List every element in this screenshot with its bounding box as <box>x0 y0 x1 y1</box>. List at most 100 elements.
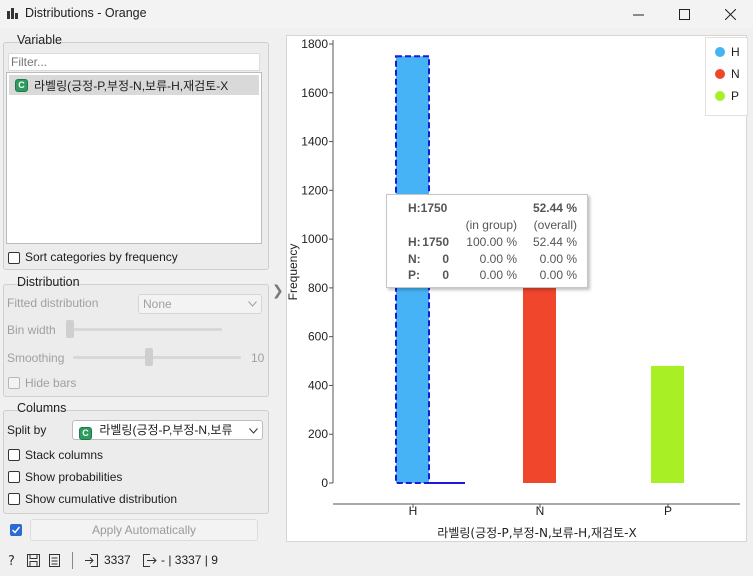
bar-p <box>651 365 684 483</box>
svg-text:?: ? <box>8 554 15 567</box>
apply-button-label: Apply Automatically <box>91 523 197 537</box>
y-tick-label: 1800 <box>301 37 328 51</box>
split-by-select[interactable]: C 라벨링(긍정-P,부정-N,보류 <box>72 420 263 440</box>
variable-group-title: Variable <box>17 33 62 47</box>
chevron-down-icon <box>248 301 257 307</box>
sort-by-frequency-label: Sort categories by frequency <box>25 250 178 264</box>
apply-button[interactable]: Apply Automatically <box>30 519 258 541</box>
input-data-icon <box>85 554 98 567</box>
smoothing-slider-track[interactable] <box>73 356 241 359</box>
stack-columns-label: Stack columns <box>25 448 104 462</box>
y-tick-label: 400 <box>308 378 328 392</box>
apply-automatically-checkbox[interactable] <box>10 524 22 536</box>
tooltip-row-label: H: <box>408 235 421 249</box>
tooltip-row-in-group: 100.00 % <box>466 235 517 249</box>
output-data-icon <box>143 554 157 567</box>
close-button[interactable] <box>707 0 753 28</box>
tooltip-in-group-header: (in group) <box>465 218 517 232</box>
y-axis-label: Frequency <box>286 244 300 301</box>
hide-bars-checkbox[interactable] <box>8 377 20 389</box>
y-tick-label: 0 <box>321 476 328 490</box>
tooltip-row-overall: 0.00 % <box>539 268 577 282</box>
title-bar: Distributions - Orange <box>0 0 753 28</box>
y-tick-label: 1200 <box>301 183 328 197</box>
variable-filter-input[interactable] <box>8 53 260 71</box>
output-summary: - | 3337 | 9 <box>161 553 218 567</box>
y-tick-label: 1600 <box>301 86 328 100</box>
legend-item-h: H <box>715 45 740 59</box>
smoothing-label: Smoothing <box>7 351 65 365</box>
show-cumulative-label: Show cumulative distribution <box>25 492 178 506</box>
bar-tooltip: H:1750 52.44 % (in group) (overall) H: 1… <box>386 194 588 288</box>
report-icon[interactable] <box>49 554 60 567</box>
maximize-button[interactable] <box>661 0 707 28</box>
x-tick-label: H <box>409 504 418 518</box>
tooltip-row-count: 0 <box>442 252 449 266</box>
tooltip-row-overall: 0.00 % <box>539 252 577 266</box>
sort-by-frequency-checkbox[interactable] <box>8 252 20 264</box>
y-tick-label: 600 <box>308 330 328 344</box>
chart-legend: H N P <box>705 37 748 116</box>
tooltip-row-in-group: 0.00 % <box>479 252 517 266</box>
tooltip-row-overall: 52.44 % <box>532 235 577 249</box>
bin-width-slider-handle[interactable] <box>66 320 74 338</box>
split-by-label: Split by <box>7 423 47 437</box>
minimize-icon <box>632 14 644 15</box>
bar-chart-app-icon <box>7 8 18 19</box>
minimize-button[interactable] <box>615 0 661 28</box>
categorical-variable-icon: C <box>15 78 28 92</box>
distribution-group-title: Distribution <box>17 275 80 289</box>
legend-label-n: N <box>731 67 740 81</box>
fitted-distribution-label: Fitted distribution <box>7 296 99 310</box>
tooltip-overall-header: (overall) <box>533 218 577 232</box>
stack-columns-checkbox[interactable] <box>8 449 20 461</box>
input-count: 3337 <box>104 553 131 567</box>
hide-bars-label: Hide bars <box>25 376 77 390</box>
window-title: Distributions - Orange <box>25 6 147 20</box>
x-axis-label: 라벨링(긍정-P,부정-N,보류-H,재검토-X <box>437 526 636 540</box>
collapse-panel-arrow-icon[interactable]: ❯ <box>272 282 284 298</box>
show-cumulative-checkbox[interactable] <box>8 493 20 505</box>
show-probabilities-label: Show probabilities <box>25 470 123 484</box>
smoothing-value: 10 <box>251 351 265 365</box>
status-bar: ? 3337 - | 3337 | 9 <box>0 548 753 572</box>
smoothing-slider-handle[interactable] <box>145 348 153 366</box>
legend-dot-n <box>715 69 725 79</box>
save-icon[interactable] <box>27 554 40 567</box>
variable-list[interactable]: C 라벨링(긍정-P,부정-N,보류-H,재검토-X <box>6 72 262 244</box>
bin-width-slider-track[interactable] <box>66 328 222 331</box>
tooltip-header-percent: 52.44 % <box>532 201 577 215</box>
y-tick-label: 1000 <box>301 232 328 246</box>
tooltip-row-label: P: <box>408 268 420 282</box>
bin-width-label: Bin width <box>7 323 56 337</box>
categorical-variable-icon: C <box>79 426 92 440</box>
chevron-down-icon <box>249 428 258 434</box>
columns-group-title: Columns <box>17 401 67 415</box>
help-icon[interactable]: ? <box>7 554 19 567</box>
maximize-icon <box>678 8 690 20</box>
tooltip-header-count: H:1750 <box>408 201 448 215</box>
legend-item-n: N <box>715 67 740 81</box>
tooltip-row-in-group: 0.00 % <box>479 268 517 282</box>
y-tick-label: 200 <box>308 427 328 441</box>
split-by-value: 라벨링(긍정-P,부정-N,보류 <box>99 423 233 437</box>
x-tick-label: P <box>664 504 672 518</box>
fitted-distribution-select[interactable]: None <box>138 294 262 314</box>
tooltip-row-count: 1750 <box>422 235 449 249</box>
legend-label-h: H <box>731 45 740 59</box>
checkmark-icon <box>11 526 21 534</box>
close-icon <box>724 8 736 20</box>
legend-label-p: P <box>731 89 740 103</box>
variable-label: 라벨링(긍정-P,부정-N,보류-H,재검토-X <box>34 78 229 93</box>
status-divider <box>72 552 73 569</box>
show-probabilities-checkbox[interactable] <box>8 471 20 483</box>
variable-list-item[interactable]: C 라벨링(긍정-P,부정-N,보류-H,재검토-X <box>9 75 259 95</box>
x-tick-label: N <box>536 504 545 518</box>
tooltip-row-label: N: <box>408 252 421 266</box>
legend-item-p: P <box>715 89 739 103</box>
tooltip-row-count: 0 <box>442 268 449 282</box>
y-tick-label: 1400 <box>301 135 328 149</box>
legend-dot-p <box>715 91 725 101</box>
fitted-distribution-value: None <box>143 297 172 311</box>
